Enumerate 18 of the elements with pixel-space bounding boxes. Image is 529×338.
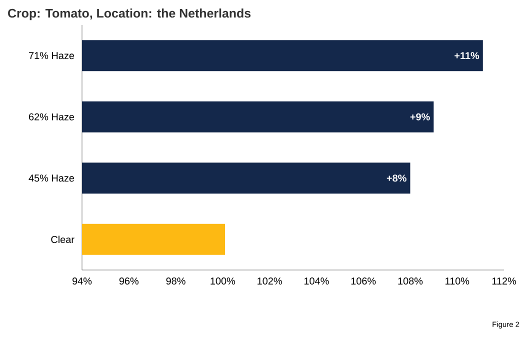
y-tick-label: 62% Haze <box>29 113 74 120</box>
x-tick-label: 96% <box>119 278 139 285</box>
y-tick-label: Clear <box>51 236 74 244</box>
x-tick-label: 98% <box>166 278 186 285</box>
y-tick-label: 71% Haze <box>29 52 74 60</box>
x-tick-label: 110% <box>446 278 470 285</box>
x-tick-label: 100% <box>210 278 236 285</box>
x-tick-label: 102% <box>258 278 282 285</box>
x-tick-label: 104% <box>304 278 329 285</box>
x-tick-label: 94% <box>72 278 92 285</box>
annotation: +9% <box>410 113 430 120</box>
chart-title: Crop: Tomato, Location: the Netherlands <box>8 8 251 20</box>
y-tick-label: 45% Haze <box>28 174 74 182</box>
x-tick-label: 112% <box>492 278 516 285</box>
x-tick-label: 106% <box>351 278 376 285</box>
x-tick-label: 108% <box>398 278 423 285</box>
annotation: +8% <box>386 174 406 182</box>
annotation: +11% <box>454 52 480 60</box>
